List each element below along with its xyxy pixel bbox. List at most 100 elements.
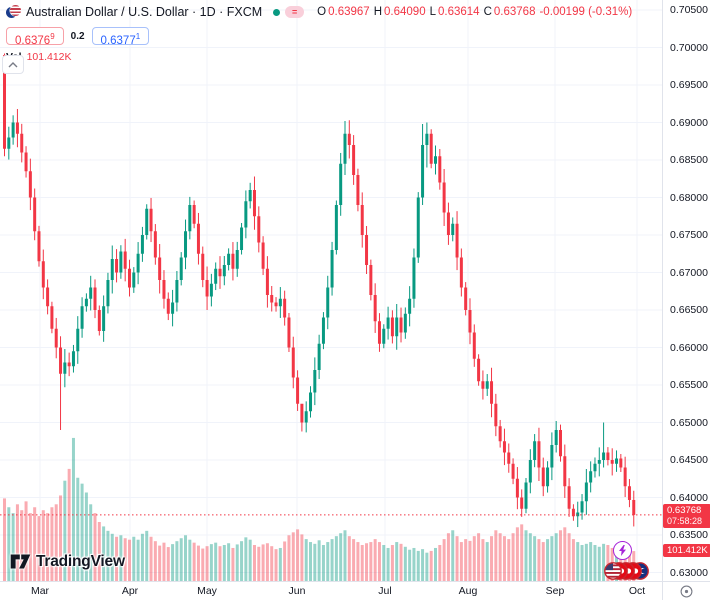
open-label: O: [317, 6, 327, 18]
volume-bar: [76, 477, 80, 581]
candle-body: [37, 231, 41, 262]
volume-bar: [287, 535, 291, 581]
legend: Australian Dollar / U.S. Dollar · 1D · F…: [6, 3, 632, 64]
volume-bar: [567, 533, 571, 581]
price-axis[interactable]: 0.63000 0.63500 0.64000 0.64500 0.65000 0.655…: [662, 0, 710, 581]
chart-pane[interactable]: [0, 0, 662, 581]
candle-body: [166, 298, 170, 314]
candle-body: [546, 467, 550, 487]
candle-body: [218, 268, 222, 277]
volume-bar: [145, 530, 149, 581]
candle-body: [472, 332, 476, 359]
price-axis-label: 0.69500: [670, 79, 708, 91]
candle-body: [356, 175, 360, 205]
candle-body: [330, 250, 334, 288]
bid-button[interactable]: 0.63769: [6, 27, 64, 47]
main-chart[interactable]: [0, 0, 662, 581]
candle-body: [93, 287, 97, 310]
candle-body: [153, 231, 157, 258]
target-icon[interactable]: [680, 585, 693, 598]
candle-body: [110, 259, 114, 280]
economic-events-flags[interactable]: [604, 561, 650, 586]
time-axis-label: Jun: [288, 585, 306, 597]
volume-bar: [33, 507, 37, 581]
usd-flag-icon: [10, 4, 21, 16]
volume-bar: [360, 545, 364, 581]
candle-body: [580, 501, 584, 513]
price-axis-label: 0.67500: [670, 229, 708, 241]
volume-bar: [291, 532, 295, 581]
volume-bar: [334, 536, 338, 581]
volume-bar: [244, 537, 248, 581]
candle-body: [149, 208, 153, 232]
axis-corner[interactable]: [662, 581, 710, 600]
candle-body: [321, 317, 325, 344]
candle-body: [412, 257, 416, 299]
volume-bar: [416, 550, 420, 581]
volume-bar: [270, 546, 274, 581]
volume-bar: [63, 480, 67, 581]
volume-bar: [494, 530, 498, 581]
candle-body: [438, 156, 442, 183]
ask-button[interactable]: 0.63771: [91, 27, 150, 47]
volume-bar: [330, 539, 334, 581]
tradingview-logo[interactable]: TradingView: [10, 552, 125, 571]
volume-bar: [179, 538, 183, 581]
volume-bar: [451, 530, 455, 581]
lightning-events-button[interactable]: [613, 541, 632, 560]
candle-body: [179, 257, 183, 280]
volume-bar: [89, 504, 93, 581]
volume-bar: [140, 533, 144, 581]
change-value: -0.00199 (-0.31%): [539, 6, 633, 18]
price-axis-label: 0.68500: [670, 154, 708, 166]
candle-body: [102, 306, 106, 331]
market-open-dot-icon[interactable]: [273, 8, 281, 16]
volume-row: Vol 101.412K: [6, 50, 632, 64]
volume-bar: [558, 530, 562, 581]
close-value: 0.63768: [493, 6, 536, 18]
volume-bar: [3, 498, 6, 581]
symbol-title[interactable]: Australian Dollar / U.S. Dollar · 1D · F…: [26, 5, 263, 19]
volume-bar: [321, 545, 325, 581]
volume-bar: [528, 533, 532, 581]
grid-layer: [0, 0, 662, 581]
candle-body: [283, 298, 287, 318]
volume-bar: [365, 543, 369, 581]
candle-body: [468, 310, 472, 333]
candle-body: [429, 133, 433, 164]
price-axis-label: 0.68000: [670, 191, 708, 204]
candle-body: [619, 458, 623, 468]
time-axis[interactable]: Mar Apr May Jun Jul Aug Sep Oct: [0, 581, 662, 600]
collapse-legend-button[interactable]: [2, 55, 24, 74]
volume-bar: [222, 545, 226, 581]
candle-body: [554, 430, 558, 445]
volume-bar: [425, 552, 429, 581]
volume-bar: [166, 547, 170, 581]
candle-body: [265, 268, 269, 295]
equals-badge-icon[interactable]: =: [285, 6, 305, 18]
volume-bar: [580, 545, 584, 581]
current-price-badge: 0.63768 07:58:28: [663, 503, 710, 528]
candle-body: [171, 302, 175, 314]
candle-body: [606, 452, 610, 460]
volume-bar: [477, 533, 481, 581]
ohlc-values: O 0.63967 H 0.64090 L 0.63614 C 0.63768 -0.0…: [317, 6, 632, 18]
volume-bar: [46, 513, 50, 581]
volume-bar: [231, 547, 235, 581]
candle-body: [425, 133, 429, 145]
candle-body: [123, 251, 127, 269]
price-axis-label: 0.63500: [670, 529, 708, 541]
volume-bar: [309, 542, 313, 581]
candle-body: [442, 182, 446, 213]
candle-body: [24, 152, 28, 172]
candle-body: [434, 156, 437, 164]
volume-bar: [343, 530, 347, 581]
candle-body: [54, 328, 58, 348]
candles-layer: [3, 53, 636, 528]
candle-body: [403, 313, 407, 333]
volume-bar: [71, 437, 75, 581]
candle-body: [339, 163, 343, 205]
symbol-pair-flags-icon: [6, 4, 21, 20]
volume-bar: [429, 550, 433, 581]
candle-body: [317, 343, 321, 370]
